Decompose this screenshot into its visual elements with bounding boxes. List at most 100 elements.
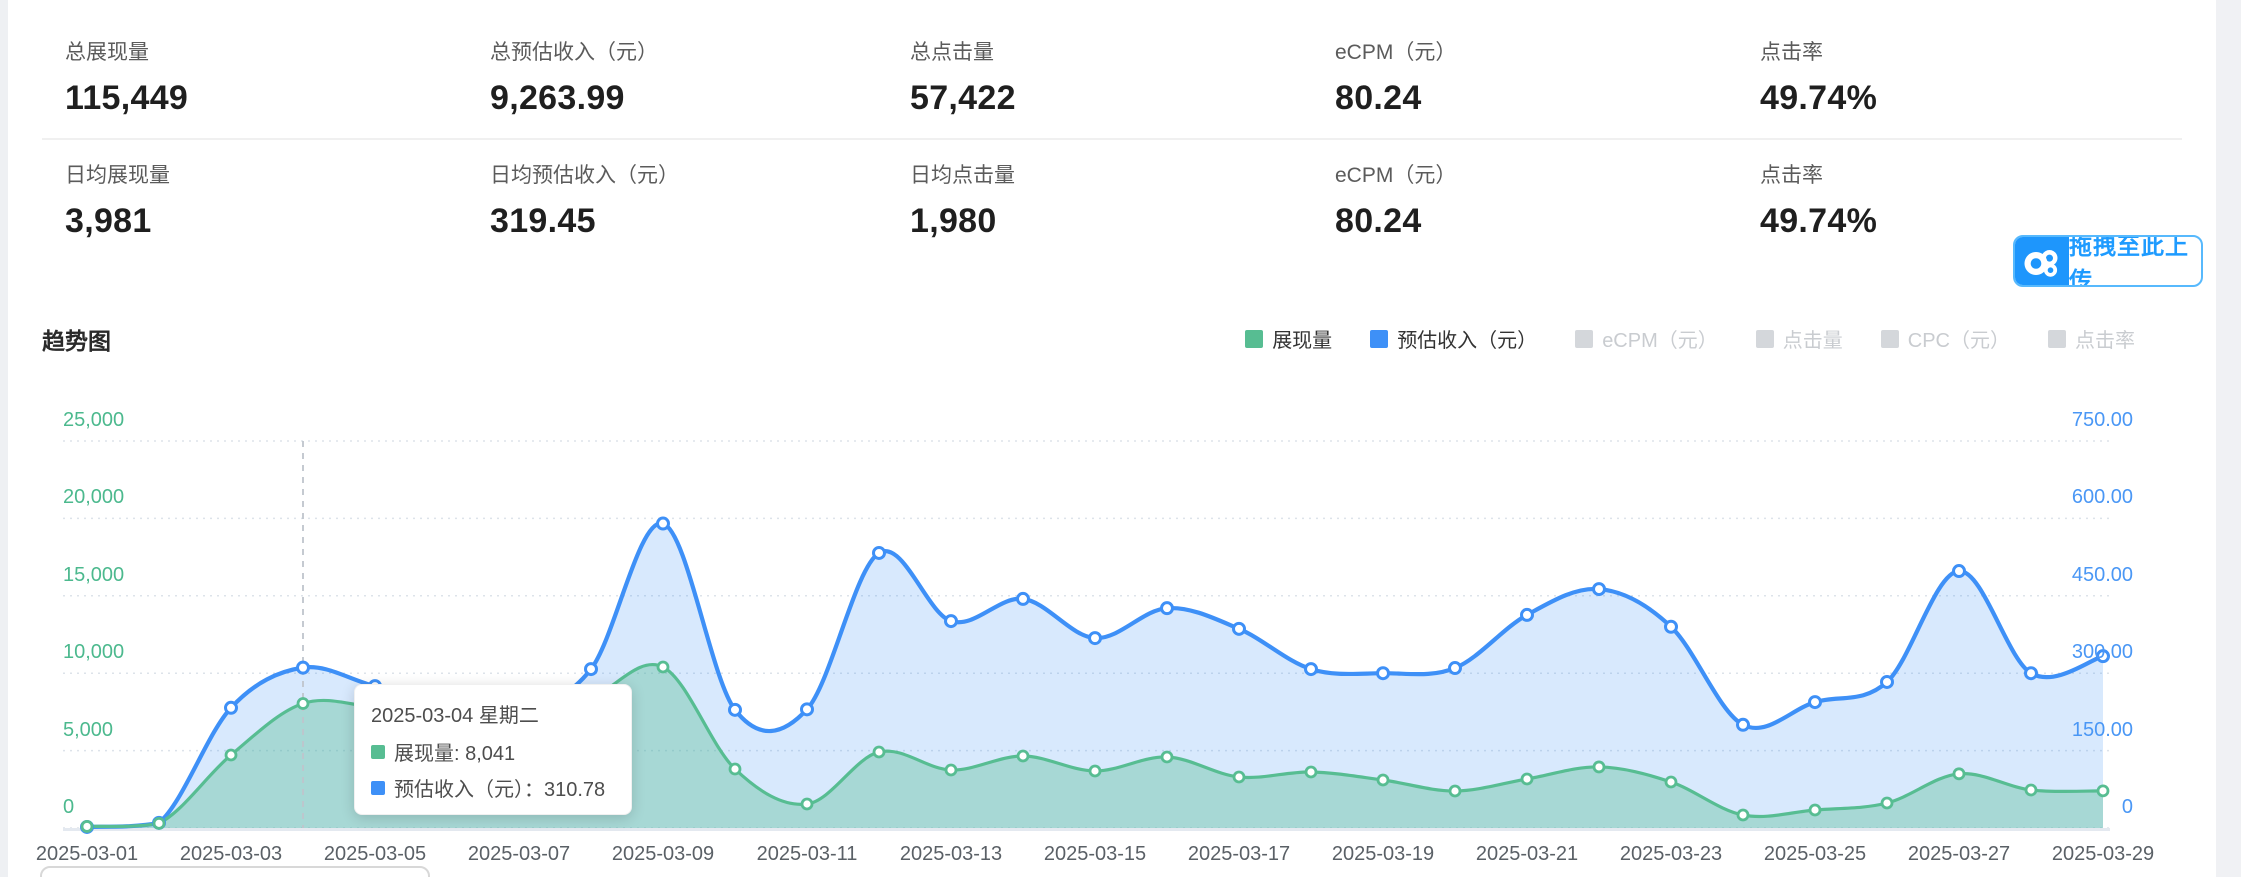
impressions-marker — [1376, 773, 1390, 787]
impressions-marker — [800, 797, 814, 811]
stat-card: 日均展现量 3,981 — [65, 163, 170, 241]
y-axis-left-tick: 5,000 — [63, 718, 114, 741]
x-axis-tick: 2025-03-15 — [1043, 843, 1147, 865]
x-axis-tick: 2025-03-11 — [756, 843, 858, 865]
impressions-marker — [1016, 749, 1030, 763]
x-axis-tick: 2025-03-05 — [323, 843, 427, 865]
page-scrollbar[interactable] — [2216, 0, 2241, 877]
legend-swatch — [1575, 329, 1594, 348]
stat-value: 1,980 — [910, 202, 997, 240]
revenue-marker — [1952, 564, 1966, 579]
x-axis-tick: 2025-03-25 — [1763, 843, 1867, 865]
stat-value: 80.24 — [1335, 79, 1422, 117]
stat-value: 3,981 — [65, 202, 152, 240]
impressions-marker — [1736, 808, 1750, 822]
stat-label: 总展现量 — [65, 41, 149, 64]
y-axis-right-tick: 450.00 — [2071, 563, 2133, 586]
x-axis-tick: 2025-03-29 — [2051, 843, 2155, 865]
stat-card: 点击率 49.74% — [1760, 163, 1877, 241]
revenue-marker — [1448, 661, 1462, 676]
revenue-marker — [1664, 619, 1678, 634]
upload-button-label: 拖拽至此上传 — [2069, 235, 2189, 287]
revenue-marker — [728, 702, 742, 717]
y-axis-right-tick: 150.00 — [2071, 718, 2133, 741]
stat-label: eCPM（元） — [1335, 164, 1457, 187]
x-axis-tick: 2025-03-13 — [899, 843, 1003, 865]
impressions-marker — [1592, 760, 1606, 774]
impressions-marker — [1664, 775, 1678, 789]
impressions-marker — [1160, 750, 1174, 764]
y-axis-left-tick: 10,000 — [63, 641, 125, 664]
revenue-marker — [296, 660, 310, 675]
stat-label: 点击率 — [1760, 41, 1823, 64]
y-axis-left-tick: 15,000 — [63, 563, 125, 586]
stat-label: 点击率 — [1760, 164, 1823, 187]
impressions-marker — [2024, 783, 2038, 797]
impressions-marker — [1880, 796, 1894, 810]
y-axis-right-tick: 600.00 — [2071, 486, 2133, 509]
legend-item-6[interactable]: 点击率 — [2048, 324, 2135, 353]
chart-legend: 展现量 预估收入（元） eCPM（元） 点击量 CPC（元） 点击率 — [0, 324, 2135, 353]
stat-value: 115,449 — [65, 79, 189, 117]
x-axis-tick: 2025-03-19 — [1331, 843, 1435, 865]
revenue-marker — [1088, 631, 1102, 646]
stat-card: 总预估收入（元） 9,263.99 — [490, 40, 658, 118]
revenue-marker — [1808, 695, 1822, 710]
revenue-marker — [584, 662, 598, 677]
revenue-marker — [1376, 666, 1390, 681]
tooltip-date: 2025-03-04 星期二 — [371, 705, 539, 727]
x-axis-tick: 2025-03-17 — [1187, 843, 1291, 865]
impressions-marker — [1088, 764, 1102, 778]
stat-card: eCPM（元） 80.24 — [1335, 163, 1456, 241]
daily-stats-row: 日均展现量 3,981 日均预估收入（元） 319.45 日均点击量 1,980 eCPM（… — [0, 163, 2241, 258]
impressions-marker — [224, 748, 238, 762]
x-axis-tick: 2025-03-23 — [1619, 843, 1723, 865]
stat-card: 日均点击量 1,980 — [910, 163, 1015, 241]
legend-label: CPC（元） — [1907, 330, 2010, 352]
stat-card: 点击率 49.74% — [1760, 40, 1877, 118]
y-axis-right-tick: 750.00 — [2071, 409, 2133, 431]
legend-item-3[interactable]: eCPM（元） — [1575, 324, 1718, 353]
revenue-marker — [1016, 591, 1030, 606]
chart-title: 趋势图 — [42, 328, 111, 354]
impressions-marker — [296, 697, 310, 710]
legend-item-2[interactable]: 预估收入（元） — [1370, 324, 1537, 353]
revenue-marker — [1232, 621, 1246, 636]
legend-swatch — [1880, 329, 1899, 348]
tooltip-swatch — [371, 744, 385, 759]
y-axis-left-tick: 20,000 — [63, 486, 125, 509]
upload-button[interactable]: 拖拽至此上传 — [2013, 235, 2203, 287]
impressions-marker — [2096, 784, 2110, 798]
stat-label: 日均点击量 — [910, 164, 1015, 187]
legend-label: 点击率 — [2075, 330, 2135, 352]
revenue-marker — [1880, 674, 1894, 689]
legend-item-4[interactable]: 点击量 — [1755, 324, 1843, 353]
impressions-marker — [1952, 767, 1966, 781]
tooltip-text: 预估收入（元）：310.78 — [394, 779, 606, 801]
impressions-marker — [1304, 765, 1318, 779]
hidden-panel-edge — [40, 866, 430, 877]
impressions-marker — [1520, 772, 1534, 786]
y-axis-left-tick: 25,000 — [63, 409, 125, 431]
stat-value: 80.24 — [1335, 202, 1422, 240]
impressions-marker — [1232, 770, 1246, 784]
impressions-marker — [80, 820, 94, 833]
revenue-marker — [944, 614, 958, 629]
baidu-netdisk-icon — [2015, 237, 2069, 285]
legend-item-5[interactable]: CPC（元） — [1880, 324, 2010, 353]
impressions-marker — [152, 816, 166, 830]
legend-swatch — [1370, 329, 1389, 348]
revenue-marker — [1592, 582, 1606, 597]
impressions-marker — [656, 660, 670, 674]
impressions-marker — [1808, 803, 1822, 817]
y-axis-left-tick: 0 — [63, 796, 75, 818]
summary-stats-row: 总展现量 115,449 总预估收入（元） 9,263.99 总点击量 57,422 eCP… — [0, 40, 2241, 135]
legend-item-1[interactable]: 展现量 — [1245, 324, 1332, 353]
page-left-gutter — [0, 0, 8, 877]
stat-card: 总点击量 57,422 — [910, 40, 1016, 118]
stat-label: 总点击量 — [910, 41, 994, 64]
x-axis-tick: 2025-03-09 — [611, 843, 715, 865]
revenue-marker — [656, 516, 670, 531]
x-axis-tick: 2025-03-07 — [467, 843, 571, 865]
